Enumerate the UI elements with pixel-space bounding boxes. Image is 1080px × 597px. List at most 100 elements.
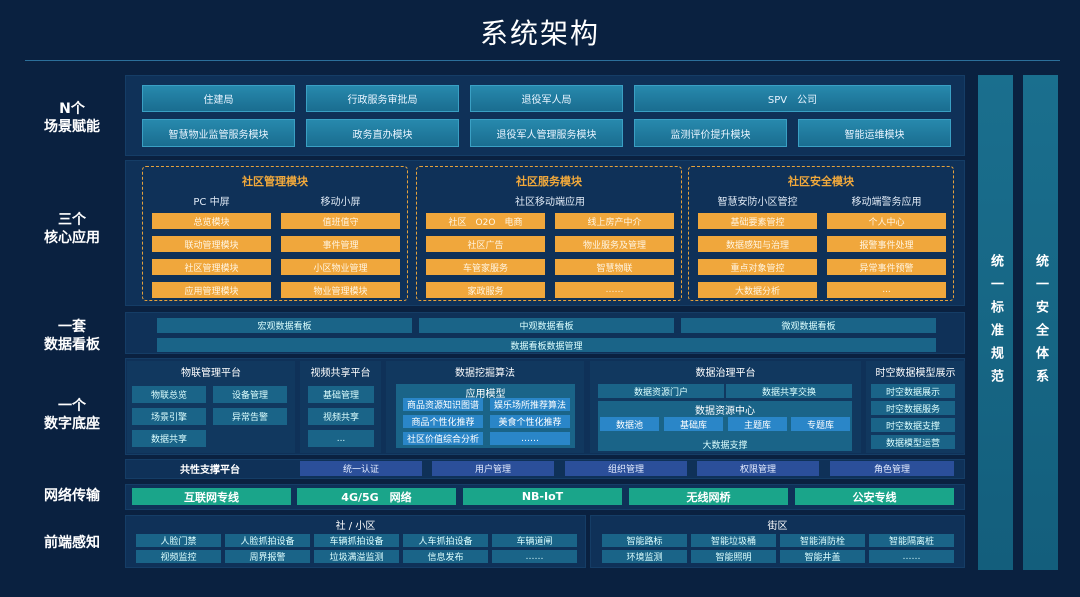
- gov-library[interactable]: 主题库: [728, 417, 787, 431]
- core-item[interactable]: 线上房产中介: [555, 213, 674, 229]
- core-item[interactable]: 事件管理: [281, 236, 400, 252]
- street-device[interactable]: 智能垃圾桶: [691, 534, 776, 547]
- video-item[interactable]: 视频共享: [308, 408, 374, 425]
- gov-share[interactable]: 数据共享交换: [726, 384, 852, 398]
- scene-module-button[interactable]: 智慧物业监管服务模块: [142, 119, 295, 147]
- street-device[interactable]: 环境监测: [602, 550, 687, 563]
- core-column-head: PC 中屏: [193, 197, 230, 208]
- core-item[interactable]: 家政服务: [426, 282, 545, 298]
- scene-module-button[interactable]: 政务直办模块: [306, 119, 459, 147]
- core-item[interactable]: 物业服务及管理: [555, 236, 674, 252]
- network-item[interactable]: 互联网专线: [132, 488, 291, 505]
- gov-library[interactable]: 专题库: [791, 417, 850, 431]
- iot-item[interactable]: 场景引擎: [132, 408, 206, 425]
- core-item[interactable]: 值班值守: [281, 213, 400, 229]
- network-item[interactable]: NB-IoT: [463, 488, 622, 505]
- network-item[interactable]: 无线网桥: [629, 488, 788, 505]
- core-item[interactable]: 个人中心: [827, 213, 946, 229]
- core-module-title: 社区管理模块: [242, 175, 308, 188]
- street-device[interactable]: 智能井盖: [780, 550, 865, 563]
- core-item[interactable]: 车管家服务: [426, 259, 545, 275]
- common-item[interactable]: 权限管理: [697, 461, 819, 476]
- core-item[interactable]: 应用管理模块: [152, 282, 271, 298]
- core-item[interactable]: 总览模块: [152, 213, 271, 229]
- community-device[interactable]: 周界报警: [225, 550, 310, 563]
- core-item[interactable]: 基础要素管控: [698, 213, 817, 229]
- mining-item[interactable]: 社区价值综合分析: [403, 432, 483, 445]
- side-bar-standard: 统一标准规范: [978, 75, 1013, 570]
- mining-item[interactable]: 娱乐场所推荐算法: [490, 398, 570, 411]
- video-item[interactable]: ...: [308, 430, 374, 447]
- network-item[interactable]: 公安专线: [795, 488, 954, 505]
- core-item[interactable]: 数据感知与治理: [698, 236, 817, 252]
- core-item[interactable]: ...: [827, 282, 946, 298]
- community-device[interactable]: 人车抓拍设备: [403, 534, 488, 547]
- scene-module-button[interactable]: 智能运维模块: [798, 119, 951, 147]
- video-item[interactable]: 基础管理: [308, 386, 374, 403]
- street-device[interactable]: 智能路标: [602, 534, 687, 547]
- spatial-item[interactable]: 时空数据服务: [871, 401, 955, 415]
- scene-button[interactable]: 行政服务审批局: [306, 85, 459, 112]
- common-item[interactable]: 用户管理: [432, 461, 554, 476]
- community-device[interactable]: 视频监控: [136, 550, 221, 563]
- dashboard-item[interactable]: 中观数据看板: [419, 318, 674, 333]
- common-item[interactable]: 组织管理: [565, 461, 687, 476]
- core-item[interactable]: 大数据分析: [698, 282, 817, 298]
- iot-item[interactable]: 设备管理: [213, 386, 287, 403]
- scene-button[interactable]: 退役军人局: [470, 85, 623, 112]
- gov-title: 数据治理平台: [695, 368, 756, 379]
- scene-button[interactable]: SPV 公司: [634, 85, 951, 112]
- core-module-title: 社区服务模块: [516, 175, 582, 188]
- core-item[interactable]: 社区 O2O 电商: [426, 213, 545, 229]
- spatial-item[interactable]: 时空数据展示: [871, 384, 955, 398]
- mining-item[interactable]: 美食个性化推荐: [490, 415, 570, 428]
- community-device[interactable]: 垃圾满溢监测: [314, 550, 399, 563]
- dashboard-item[interactable]: 宏观数据看板: [157, 318, 412, 333]
- street-device[interactable]: 智能隔离桩: [869, 534, 954, 547]
- mining-item[interactable]: 商品资源知识图谱: [403, 398, 483, 411]
- core-item[interactable]: 社区广告: [426, 236, 545, 252]
- core-panel: [125, 160, 965, 306]
- gov-bigdata[interactable]: 大数据支撑: [598, 437, 852, 451]
- mining-item[interactable]: ……: [490, 432, 570, 445]
- gov-portal[interactable]: 数据资源门户: [598, 384, 724, 398]
- core-item[interactable]: 社区管理模块: [152, 259, 271, 275]
- dashboard-manage[interactable]: 数据看板数据管理: [157, 338, 936, 352]
- community-device[interactable]: 车辆抓拍设备: [314, 534, 399, 547]
- core-item[interactable]: 联动管理模块: [152, 236, 271, 252]
- community-device[interactable]: 车辆道闸: [492, 534, 577, 547]
- spatial-item[interactable]: 时空数据支撑: [871, 418, 955, 432]
- network-item[interactable]: 4G/5G 网络: [297, 488, 456, 505]
- community-device[interactable]: 人脸抓拍设备: [225, 534, 310, 547]
- mining-item[interactable]: 商品个性化推荐: [403, 415, 483, 428]
- scene-module-button[interactable]: 退役军人管理服务模块: [470, 119, 623, 147]
- layer-label-l5: 网络传输: [44, 488, 100, 504]
- dashboard-item[interactable]: 微观数据看板: [681, 318, 936, 333]
- core-column-head: [555, 193, 674, 206]
- iot-item[interactable]: 物联总览: [132, 386, 206, 403]
- street-device[interactable]: 智能照明: [691, 550, 776, 563]
- scene-module-button[interactable]: 监测评价提升模块: [634, 119, 787, 147]
- community-device[interactable]: 人脸门禁: [136, 534, 221, 547]
- gov-library[interactable]: 基础库: [664, 417, 723, 431]
- street-device[interactable]: ……: [869, 550, 954, 563]
- spatial-item[interactable]: 数据模型运营: [871, 435, 955, 449]
- core-item[interactable]: 异常事件预警: [827, 259, 946, 275]
- scene-button[interactable]: 住建局: [142, 85, 295, 112]
- iot-title: 物联管理平台: [181, 368, 241, 379]
- core-item[interactable]: 小区物业管理: [281, 259, 400, 275]
- community-device[interactable]: 信息发布: [403, 550, 488, 563]
- iot-item[interactable]: 异常告警: [213, 408, 287, 425]
- iot-item[interactable]: 数据共享: [132, 430, 206, 447]
- common-item[interactable]: 角色管理: [830, 461, 954, 476]
- core-item[interactable]: 重点对象管控: [698, 259, 817, 275]
- core-item[interactable]: 物业管理模块: [281, 282, 400, 298]
- core-item[interactable]: 报警事件处理: [827, 236, 946, 252]
- community-device[interactable]: ……: [492, 550, 577, 563]
- common-item[interactable]: 统一认证: [300, 461, 422, 476]
- core-item[interactable]: ……: [555, 282, 674, 298]
- gov-library[interactable]: 数据池: [600, 417, 659, 431]
- core-item[interactable]: 智慧物联: [555, 259, 674, 275]
- street-device[interactable]: 智能消防栓: [780, 534, 865, 547]
- page-title: 系统架构: [479, 17, 600, 50]
